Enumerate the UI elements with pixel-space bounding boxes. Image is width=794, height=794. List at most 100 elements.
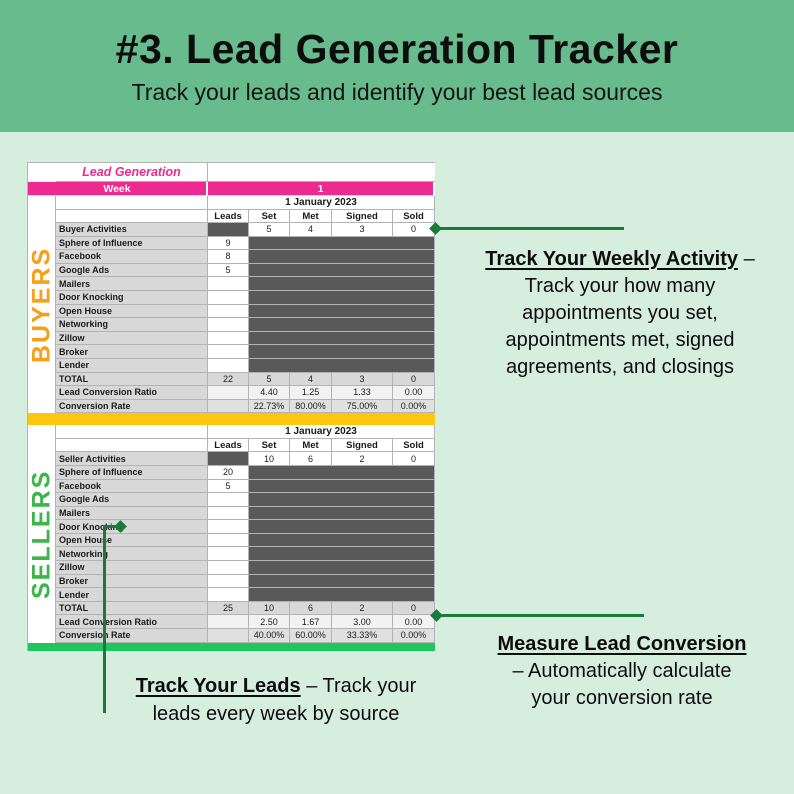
seller-activities-row: Seller Activities 10 6 2 0 — [28, 452, 435, 466]
annotation-body-line: agreements, and closings — [506, 356, 734, 378]
buyers-source-row: Zillow — [28, 331, 435, 346]
empty-cell — [28, 331, 56, 346]
buyers-source-row: Sphere of Influence 9 — [28, 236, 435, 251]
blocked-cell — [208, 223, 249, 237]
annotation-body-line: – Automatically calculate — [512, 660, 732, 682]
sellers-date-row: 1 January 2023 — [28, 425, 435, 440]
sellers-date: 1 January 2023 — [208, 425, 435, 440]
buyers-total-row: TOTAL 22 5 4 3 0 — [28, 372, 435, 387]
rate-met: 80.00% — [290, 399, 332, 414]
ratio-met: 1.67 — [290, 615, 332, 630]
empty-cell — [208, 399, 249, 414]
row-label: Buyer Activities — [56, 223, 208, 237]
empty-cell — [28, 452, 56, 466]
sellers-source-row: Mailers — [28, 506, 435, 521]
empty-cell — [28, 304, 56, 319]
annotation-track-leads: Track Your Leads – Track your leads ever… — [96, 672, 456, 728]
blocked-cells — [249, 465, 435, 480]
green-bottom-bar — [28, 642, 435, 651]
empty-cell — [28, 601, 56, 616]
empty-cell — [28, 439, 56, 453]
rate-set: 22.73% — [249, 399, 290, 414]
blocked-cells — [249, 290, 435, 305]
connector-line-conversion — [437, 614, 644, 617]
row-label: Lead Conversion Ratio — [56, 386, 208, 400]
rate-signed: 75.00% — [332, 399, 393, 414]
empty-cell — [28, 615, 56, 630]
empty-cell — [28, 277, 56, 291]
empty-cell — [28, 520, 56, 534]
buyers-date-row: 1 January 2023 — [28, 196, 435, 210]
leads-cell: 9 — [208, 236, 249, 251]
blocked-cells — [249, 304, 435, 319]
ratio-set: 4.40 — [249, 386, 290, 400]
empty-cell — [208, 629, 249, 643]
sellers-source-row: Networking — [28, 547, 435, 562]
row-label: Open House — [56, 533, 208, 548]
blocked-cells — [249, 236, 435, 251]
row-label: Open House — [56, 304, 208, 319]
annotation-heading-line: Measure Lead Conversion — [470, 631, 774, 658]
empty-cell — [208, 386, 249, 400]
buyers-source-row: Door Knocking — [28, 290, 435, 305]
col-header-met: Met — [290, 439, 332, 453]
total-signed: 3 — [332, 372, 393, 387]
total-leads: 25 — [208, 601, 249, 616]
buyers-source-row: Open House — [28, 304, 435, 319]
row-label: Broker — [56, 574, 208, 589]
sellers-source-row: Open House — [28, 533, 435, 548]
buyer-activities-row: Buyer Activities 5 4 3 0 — [28, 223, 435, 237]
row-label: Seller Activities — [56, 452, 208, 466]
annotation-body-line: appointments met, signed — [505, 329, 735, 351]
row-label: Conversion Rate — [56, 629, 208, 643]
sellers-total-row: TOTAL 25 10 6 2 0 — [28, 601, 435, 616]
blocked-cells — [249, 345, 435, 359]
sellers-section-label: SELLERS — [27, 469, 56, 599]
row-label: Broker — [56, 345, 208, 359]
sellers-source-row: Broker — [28, 574, 435, 589]
buyers-source-row: Networking — [28, 318, 435, 332]
met-cell: 4 — [290, 223, 332, 237]
row-label: TOTAL — [56, 601, 208, 616]
row-label: Networking — [56, 547, 208, 562]
buyers-source-row: Mailers — [28, 277, 435, 291]
empty-cell — [28, 533, 56, 548]
row-label: Lead Conversion Ratio — [56, 615, 208, 630]
row-label: Conversion Rate — [56, 399, 208, 414]
sellers-source-row: Sphere of Influence 20 — [28, 465, 435, 480]
row-label: Lender — [56, 588, 208, 602]
empty-cell — [28, 223, 56, 237]
sellers-source-row: Door Knocking — [28, 520, 435, 534]
empty-cell — [28, 629, 56, 643]
annotation-heading-line: Track Your Leads – Track your — [96, 672, 456, 700]
blocked-cells — [249, 493, 435, 507]
col-header-leads: Leads — [208, 210, 249, 223]
blocked-cells — [249, 547, 435, 562]
empty-cell — [28, 163, 56, 182]
blocked-cells — [249, 263, 435, 278]
empty-cell — [28, 506, 56, 521]
row-label: Sphere of Influence — [56, 465, 208, 480]
sheet-title: Lead Generation — [56, 163, 208, 182]
total-sold: 0 — [393, 601, 435, 616]
leads-cell — [208, 588, 249, 602]
row-label: Mailers — [56, 277, 208, 291]
buyers-source-row: Lender — [28, 358, 435, 373]
leads-cell — [208, 493, 249, 507]
empty-cell — [28, 318, 56, 332]
buyers-ratio-row: Lead Conversion Ratio 4.40 1.25 1.33 0.0… — [28, 386, 435, 400]
blocked-cells — [249, 506, 435, 521]
rate-set: 40.00% — [249, 629, 290, 643]
blocked-cells — [249, 574, 435, 589]
leads-cell — [208, 561, 249, 575]
yellow-divider-bar — [28, 413, 435, 426]
blocked-cells — [249, 479, 435, 494]
buyers-source-row: Facebook 8 — [28, 250, 435, 264]
sold-cell: 0 — [393, 452, 435, 466]
ratio-met: 1.25 — [290, 386, 332, 400]
row-label: Door Knocking — [56, 520, 208, 534]
empty-cell — [28, 372, 56, 387]
empty-cell — [28, 210, 56, 223]
empty-cell — [28, 479, 56, 494]
row-label: TOTAL — [56, 372, 208, 387]
